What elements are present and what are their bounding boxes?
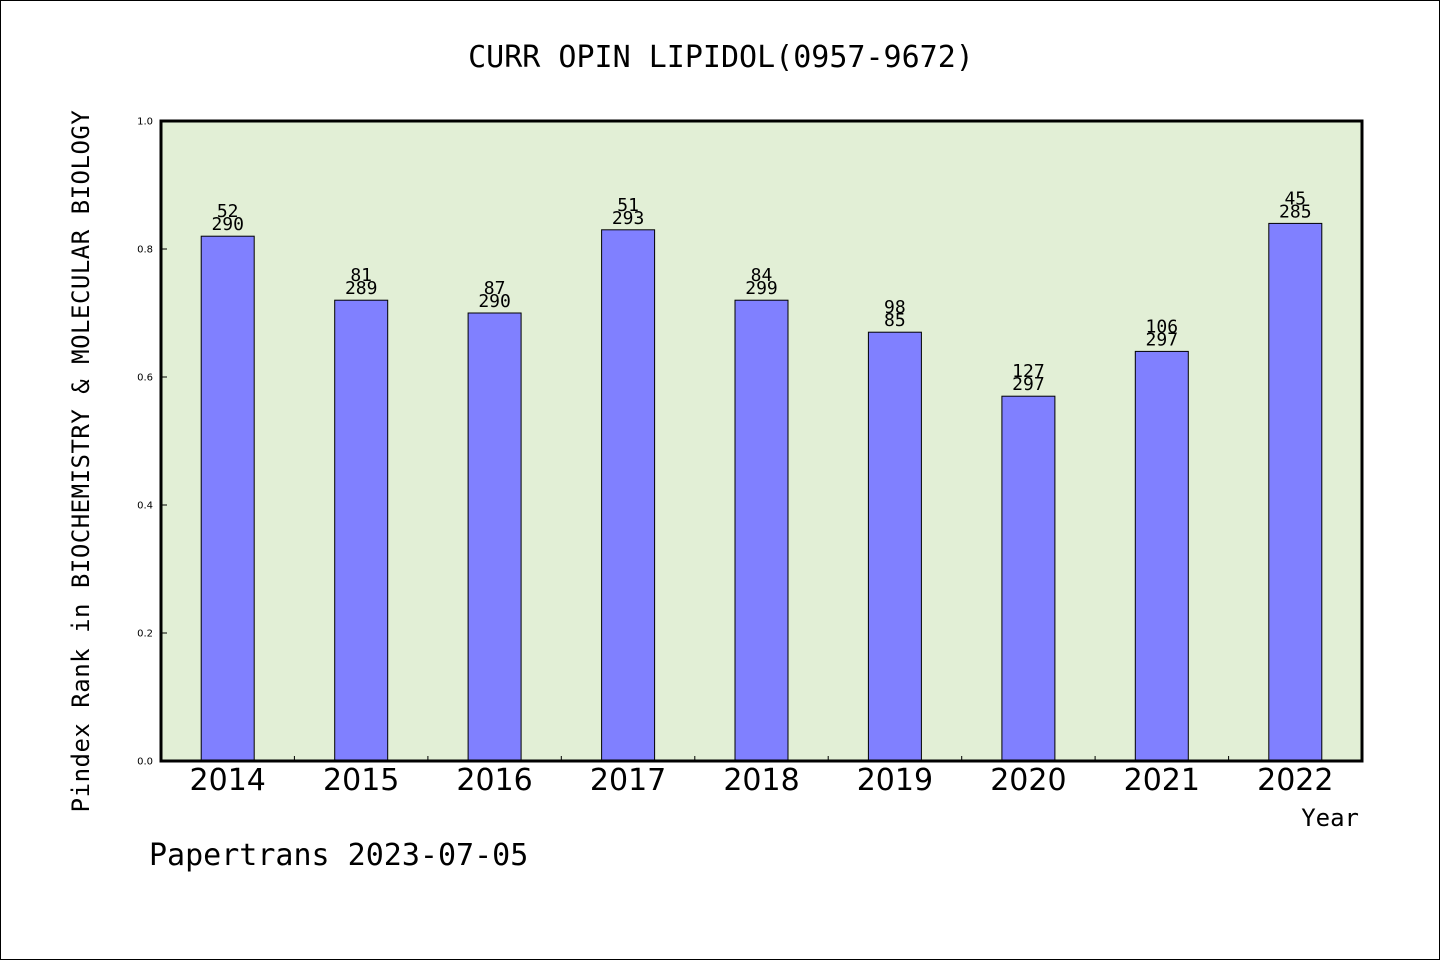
x-tick-label-2020: 2020 — [990, 763, 1066, 798]
y-tick-label-1.0: 1.0 — [137, 117, 153, 128]
x-tick-label-2021: 2021 — [1124, 763, 1200, 798]
x-tick-label-2015: 2015 — [323, 763, 399, 798]
total-label-2020: 297 — [1012, 374, 1045, 395]
y-tick-label-0.8: 0.8 — [137, 245, 153, 256]
total-label-2021: 297 — [1146, 329, 1179, 350]
y-tick-label-0.2: 0.2 — [137, 629, 153, 640]
bar-2017 — [601, 229, 656, 762]
bar-2016 — [467, 312, 522, 762]
total-label-2014: 290 — [211, 214, 244, 235]
bar-2021 — [1134, 350, 1189, 762]
rank-label-2021: 106 — [1146, 316, 1179, 337]
x-axis-ticks: 2014 2015 2016 2017 2018 2019 2020 2021 2022 — [190, 756, 1333, 798]
total-label-2022: 285 — [1279, 201, 1312, 222]
total-label-2018: 299 — [745, 278, 778, 299]
total-label-2016: 290 — [478, 291, 511, 312]
rank-label-2014: 52 — [217, 201, 239, 222]
plot-frame — [159, 119, 1364, 763]
x-tick-label-2018: 2018 — [723, 763, 799, 798]
rank-label-2022: 45 — [1284, 188, 1306, 209]
rank-label-2019: 98 — [884, 297, 906, 318]
rank-label-2020: 127 — [1012, 361, 1045, 382]
chart-title: CURR OPIN LIPIDOL(0957-9672) — [468, 40, 974, 75]
bar-2015 — [334, 299, 389, 762]
rank-label-2018: 84 — [751, 265, 773, 286]
bar-2019 — [867, 331, 922, 762]
y-axis-label: Pindex Rank in BIOCHEMISTRY & MOLECULAR … — [67, 110, 95, 813]
total-label-2019: 85 — [884, 310, 906, 331]
y-tick-label-0.0: 0.0 — [137, 757, 153, 768]
bar-2014 — [200, 235, 255, 762]
total-label-2015: 289 — [345, 278, 378, 299]
y-tick-label-0.4: 0.4 — [137, 501, 153, 512]
rank-label-2017: 51 — [617, 195, 639, 216]
bar-2020 — [1001, 395, 1056, 762]
x-tick-label-2016: 2016 — [456, 763, 532, 798]
y-tick-label-0.6: 0.6 — [137, 373, 153, 384]
rank-label-2015: 81 — [350, 265, 372, 286]
total-label-2017: 293 — [612, 208, 645, 229]
x-tick-label-2014: 2014 — [190, 763, 266, 798]
bars-group — [200, 222, 1323, 762]
x-tick-label-2022: 2022 — [1257, 763, 1333, 798]
rank-label-2016: 87 — [484, 278, 506, 299]
x-tick-label-2019: 2019 — [857, 763, 933, 798]
x-tick-label-2017: 2017 — [590, 763, 666, 798]
footer-credit: Papertrans 2023-07-05 — [149, 838, 528, 873]
bar-2022 — [1268, 222, 1323, 762]
bar-2018 — [734, 299, 789, 762]
x-axis-label: Year — [1301, 804, 1359, 832]
